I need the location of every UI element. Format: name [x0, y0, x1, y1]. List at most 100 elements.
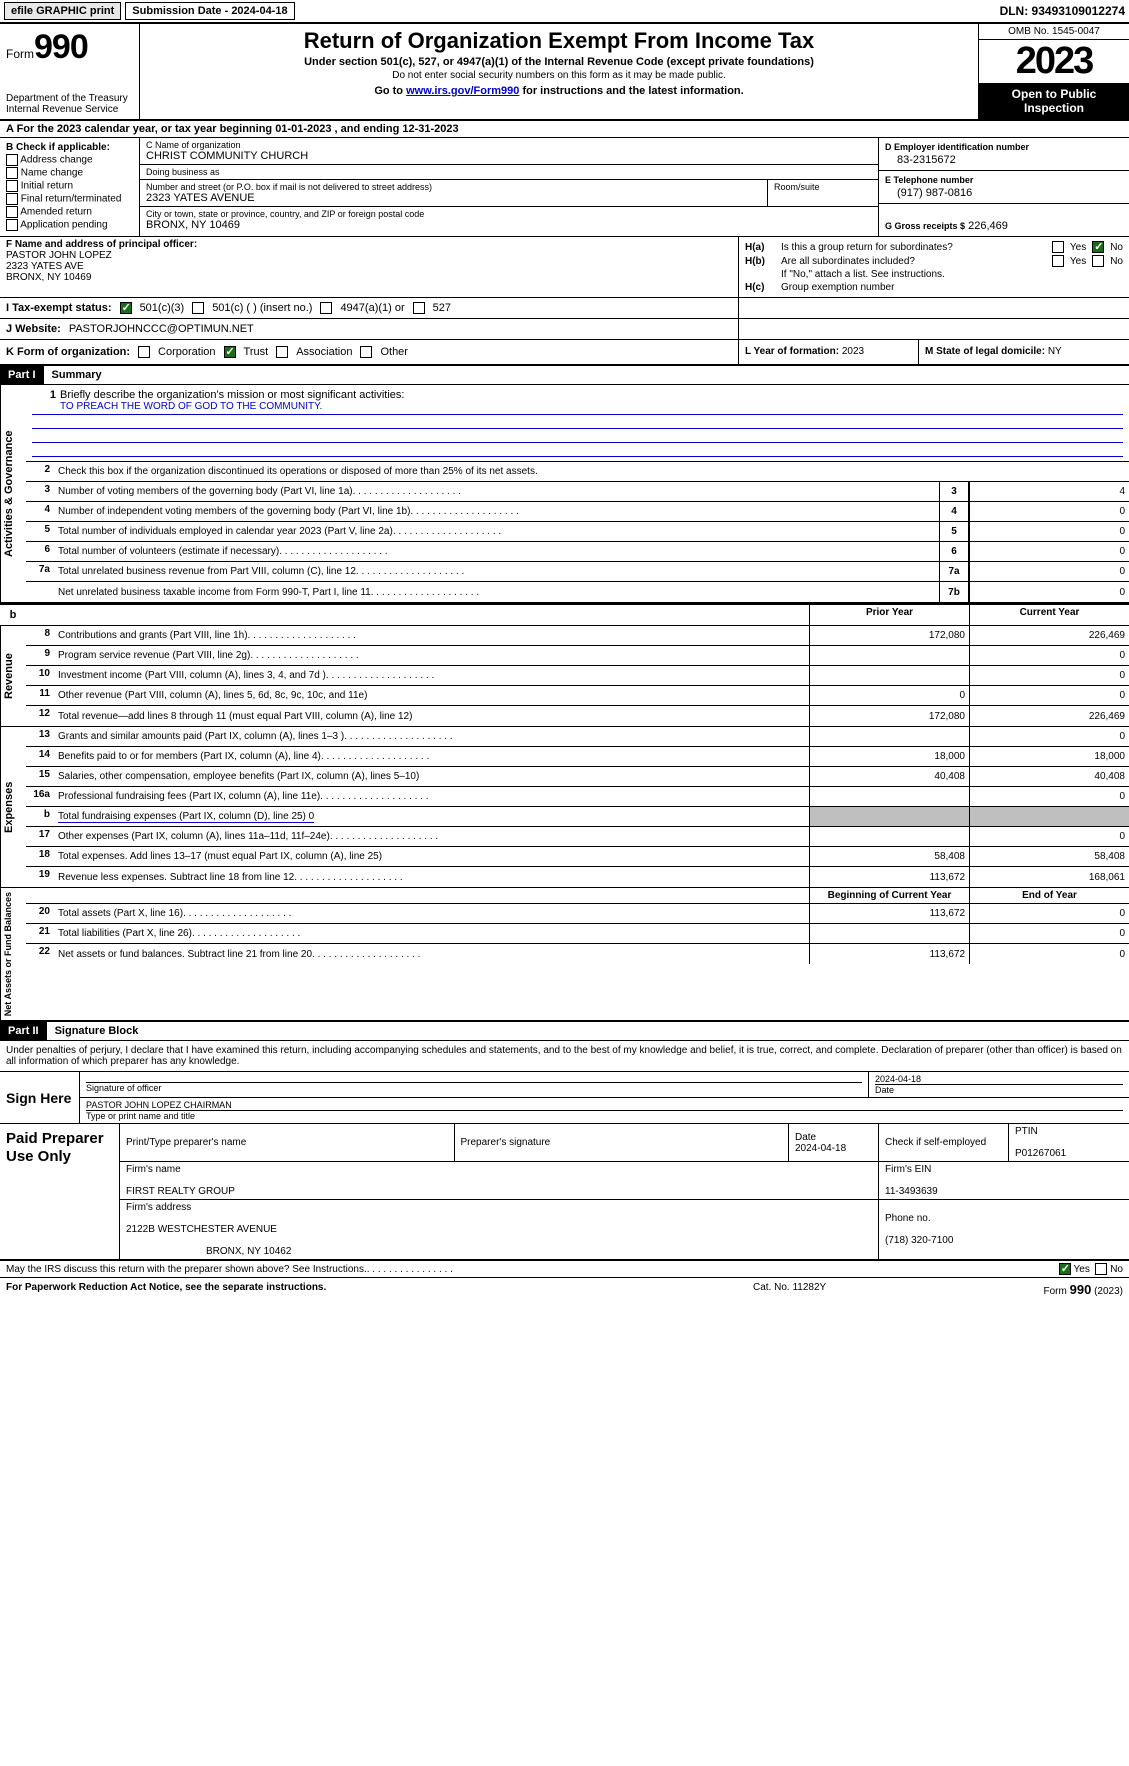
- form-header: Form990 Department of the Treasury Inter…: [0, 24, 1129, 121]
- line3: Number of voting members of the governin…: [54, 482, 939, 501]
- efile-button[interactable]: efile GRAPHIC print: [4, 2, 121, 20]
- website: PASTORJOHNCCC@OPTIMUN.NET: [69, 323, 254, 335]
- line7b: Net unrelated business taxable income fr…: [54, 582, 939, 602]
- gov-section: Activities & Governance 1Briefly describ…: [0, 385, 1129, 603]
- col-c: C Name of organization CHRIST COMMUNITY …: [140, 138, 879, 236]
- sig-date: 2024-04-18: [875, 1074, 1123, 1085]
- hb-yes[interactable]: [1052, 255, 1064, 267]
- mission-text: TO PREACH THE WORD OF GOD TO THE COMMUNI…: [32, 401, 1123, 415]
- line2: Check this box if the organization disco…: [54, 462, 1129, 481]
- form-subtitle: Under section 501(c), 527, or 4947(a)(1)…: [148, 56, 970, 68]
- open-inspection: Open to Public Inspection: [979, 83, 1129, 119]
- row-i: I Tax-exempt status: 501(c)(3) 501(c) ( …: [0, 298, 1129, 319]
- line20: Total assets (Part X, line 16): [54, 904, 809, 923]
- discuss-yes[interactable]: [1059, 1263, 1071, 1275]
- ein: 83-2315672: [885, 154, 1123, 166]
- section-bcd: B Check if applicable: Address change Na…: [0, 138, 1129, 237]
- cb-initial-return[interactable]: Initial return: [6, 180, 133, 192]
- part1-header: Part I Summary: [0, 366, 1129, 385]
- cb-name-change[interactable]: Name change: [6, 167, 133, 179]
- city-label: City or town, state or province, country…: [146, 209, 872, 219]
- sig-declaration: Under penalties of perjury, I declare th…: [0, 1041, 1129, 1072]
- preparer-section: Paid Preparer Use Only Print/Type prepar…: [0, 1124, 1129, 1261]
- form-title: Return of Organization Exempt From Incom…: [148, 28, 970, 54]
- line19: Revenue less expenses. Subtract line 18 …: [54, 867, 809, 887]
- line13: Grants and similar amounts paid (Part IX…: [54, 727, 809, 746]
- street-label: Number and street (or P.O. box if mail i…: [146, 182, 761, 192]
- cb-trust[interactable]: [224, 346, 236, 358]
- firm-phone: (718) 320-7100: [885, 1235, 1123, 1246]
- cb-4947[interactable]: [320, 302, 332, 314]
- discuss-no[interactable]: [1095, 1263, 1107, 1275]
- line16a: Professional fundraising fees (Part IX, …: [54, 787, 809, 806]
- expenses-section: Expenses 13Grants and similar amounts pa…: [0, 727, 1129, 888]
- submission-date: Submission Date - 2024-04-18: [125, 2, 294, 20]
- cb-501c3[interactable]: [120, 302, 132, 314]
- cb-assoc[interactable]: [276, 346, 288, 358]
- col-b: B Check if applicable: Address change Na…: [0, 138, 140, 236]
- cb-amended-return[interactable]: Amended return: [6, 206, 133, 218]
- line12: Total revenue—add lines 8 through 11 (mu…: [54, 706, 809, 726]
- city: BRONX, NY 10469: [146, 219, 872, 231]
- cb-address-change[interactable]: Address change: [6, 154, 133, 166]
- firm-ein: 11-3493639: [885, 1186, 1123, 1197]
- discuss-row: May the IRS discuss this return with the…: [0, 1261, 1129, 1278]
- room-label: Room/suite: [774, 182, 872, 192]
- ha-no[interactable]: [1092, 241, 1104, 253]
- cb-527[interactable]: [413, 302, 425, 314]
- firm-addr1: 2122B WESTCHESTER AVENUE: [126, 1224, 872, 1235]
- street: 2323 YATES AVENUE: [146, 192, 761, 204]
- line7a: Total unrelated business revenue from Pa…: [54, 562, 939, 581]
- line18: Total expenses. Add lines 13–17 (must eq…: [54, 847, 809, 866]
- line11: Other revenue (Part VIII, column (A), li…: [54, 686, 809, 705]
- year-formation: 2023: [842, 346, 864, 357]
- ptin: P01267061: [1015, 1148, 1123, 1159]
- part2-header: Part II Signature Block: [0, 1022, 1129, 1041]
- state-domicile: NY: [1048, 346, 1062, 357]
- gov-tab: Activities & Governance: [0, 385, 26, 602]
- ein-label: D Employer identification number: [885, 142, 1123, 152]
- revenue-section: Revenue 8Contributions and grants (Part …: [0, 626, 1129, 727]
- expenses-tab: Expenses: [0, 727, 26, 887]
- line10: Investment income (Part VIII, column (A)…: [54, 666, 809, 685]
- section-fh: F Name and address of principal officer:…: [0, 237, 1129, 298]
- mission-label: Briefly describe the organization's miss…: [60, 389, 404, 401]
- line6: Total number of volunteers (estimate if …: [54, 542, 939, 561]
- officer-name: PASTOR JOHN LOPEZ: [6, 250, 732, 261]
- col-h: H(a) Is this a group return for subordin…: [739, 237, 1129, 297]
- line17: Other expenses (Part IX, column (A), lin…: [54, 827, 809, 846]
- hb-no[interactable]: [1092, 255, 1104, 267]
- cb-corp[interactable]: [138, 346, 150, 358]
- col-d: D Employer identification number 83-2315…: [879, 138, 1129, 236]
- ha-yes[interactable]: [1052, 241, 1064, 253]
- revenue-tab: Revenue: [0, 626, 26, 726]
- footer: For Paperwork Reduction Act Notice, see …: [0, 1278, 1129, 1301]
- irs-link[interactable]: www.irs.gov/Form990: [406, 85, 519, 97]
- tel-label: E Telephone number: [885, 175, 1123, 185]
- net-assets-section: Net Assets or Fund Balances Beginning of…: [0, 888, 1129, 1022]
- line15: Salaries, other compensation, employee b…: [54, 767, 809, 786]
- goto-link-row: Go to www.irs.gov/Form990 for instructio…: [148, 85, 970, 97]
- ssn-warning: Do not enter social security numbers on …: [148, 70, 970, 81]
- omb-number: OMB No. 1545-0047: [979, 24, 1129, 40]
- cb-app-pending[interactable]: Application pending: [6, 219, 133, 231]
- line21: Total liabilities (Part X, line 26): [54, 924, 809, 943]
- line14: Benefits paid to or for members (Part IX…: [54, 747, 809, 766]
- row-a: A For the 2023 calendar year, or tax yea…: [0, 121, 1129, 138]
- col-f: F Name and address of principal officer:…: [0, 237, 739, 297]
- line9: Program service revenue (Part VIII, line…: [54, 646, 809, 665]
- prior-current-header: b Prior Year Current Year: [0, 603, 1129, 626]
- tax-year: 2023: [979, 40, 1129, 83]
- row-j: J Website: PASTORJOHNCCC@OPTIMUN.NET: [0, 319, 1129, 340]
- cb-final-return[interactable]: Final return/terminated: [6, 193, 133, 205]
- form-number: Form990: [6, 28, 133, 67]
- cb-other[interactable]: [360, 346, 372, 358]
- line22: Net assets or fund balances. Subtract li…: [54, 944, 809, 964]
- officer-addr1: 2323 YATES AVE: [6, 261, 732, 272]
- dba-label: Doing business as: [146, 167, 872, 177]
- officer-sig-name: PASTOR JOHN LOPEZ CHAIRMAN: [86, 1100, 1123, 1111]
- gross-receipts: 226,469: [968, 220, 1008, 232]
- line8: Contributions and grants (Part VIII, lin…: [54, 626, 809, 645]
- line16b: Total fundraising expenses (Part IX, col…: [54, 807, 809, 826]
- cb-501c[interactable]: [192, 302, 204, 314]
